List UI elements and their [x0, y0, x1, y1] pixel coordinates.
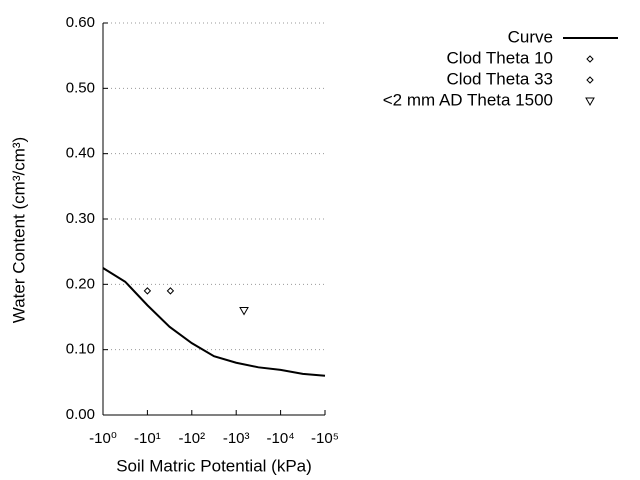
x-axis-label: Soil Matric Potential (kPa)	[116, 456, 312, 475]
legend-marker	[585, 97, 595, 107]
data-point	[239, 306, 249, 316]
y-axis-label: Water Content (cm³/cm³)	[9, 137, 28, 323]
y-tick-label: 0.60	[66, 14, 95, 31]
x-tick-label: -10¹	[134, 430, 161, 447]
data-point	[166, 287, 175, 295]
legend-label: <2 mm AD Theta 1500	[383, 90, 553, 109]
y-tick-label: 0.10	[66, 341, 95, 358]
y-tick-label: 0.30	[66, 210, 95, 227]
x-tick-label: -10⁰	[89, 430, 117, 447]
y-tick-label: 0.00	[66, 406, 95, 423]
x-tick-label: -10²	[178, 430, 205, 447]
x-tick-label: -10³	[223, 430, 250, 447]
y-tick-label: 0.40	[66, 145, 95, 162]
legend-marker	[586, 55, 594, 63]
x-tick-label: -10⁵	[311, 430, 339, 447]
data-point	[143, 287, 152, 295]
x-tick-label: -10⁴	[267, 430, 295, 447]
legend-label: Curve	[508, 27, 553, 46]
legend-marker	[586, 76, 594, 84]
legend-label: Clod Theta 10	[447, 48, 553, 67]
y-tick-label: 0.20	[66, 275, 95, 292]
curve-line	[102, 267, 326, 377]
y-tick-label: 0.50	[66, 79, 95, 96]
legend-label: Clod Theta 33	[447, 69, 553, 88]
